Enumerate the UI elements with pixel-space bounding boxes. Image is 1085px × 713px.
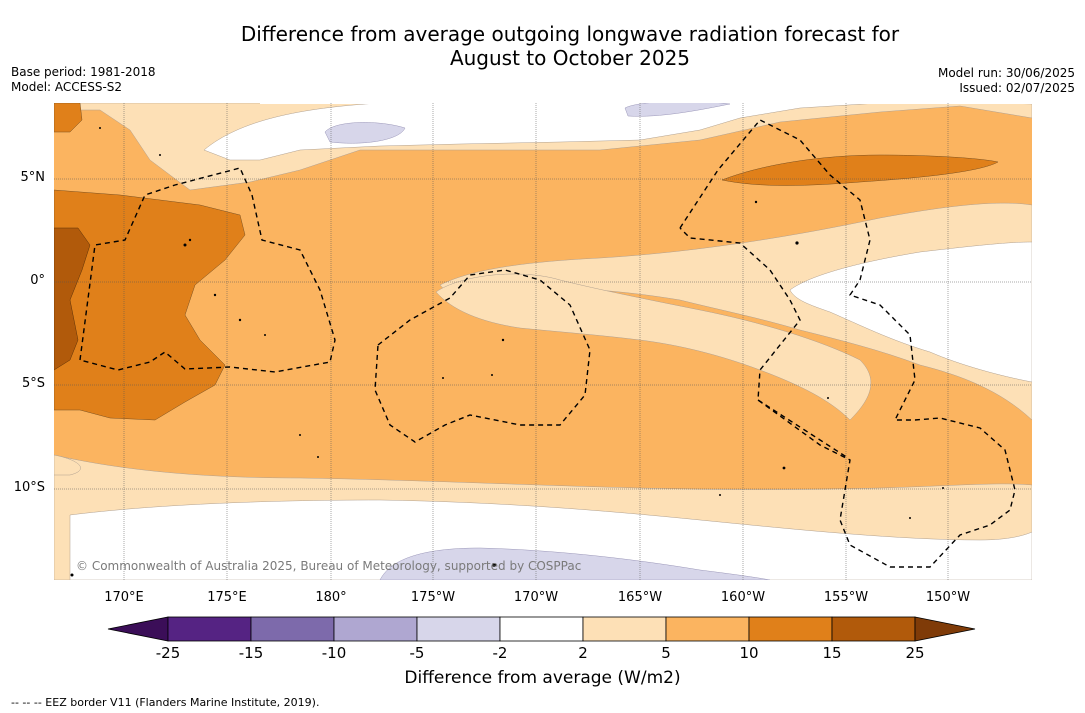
island [70,573,74,577]
x-tick-label: 150°W [925,590,971,605]
x-tick-label: 175°W [410,590,456,605]
island [795,241,799,245]
island [491,374,493,376]
island [942,487,944,489]
colorbar-title: Difference from average (W/m2) [404,668,681,688]
x-tick-label: 175°E [207,590,247,605]
colorbar-tick-label: 5 [661,644,671,662]
island [264,334,266,336]
field-west-nw-10-15 [54,103,83,133]
island [754,200,758,204]
colorbar-tick-label: -15 [238,644,264,662]
x-tick-label: 160°W [720,590,766,605]
meta-right: Model run: 30/06/2025 Issued: 02/07/2025 [938,66,1075,96]
field-central-2-5 [435,273,871,421]
colorbar-segment [416,616,501,642]
field-south-west-2-5 [54,454,81,476]
island [492,563,496,567]
eez-border-phoenix [374,269,591,443]
island [213,293,217,297]
field-neg-2-5-north-a [324,122,406,144]
colorbar-tick-label: -25 [155,644,181,662]
island [782,466,786,470]
colorbar-tick-label: -10 [321,644,347,662]
colorbar-tick-label: 2 [578,644,588,662]
colorbar-segment [582,616,667,642]
field-neg-2-5-south [379,547,771,580]
colorbar-segment [250,616,335,642]
colorbar-segment [831,616,916,642]
colorbar-segment [167,616,252,642]
colorbar-tick-label: 10 [739,644,759,662]
island [99,127,101,129]
colorbar-tick-label: 15 [822,644,842,662]
island [238,318,242,322]
colorbar-tick-label: 25 [905,644,925,662]
x-tick-label: 170°E [104,590,144,605]
field-west-15-25 [54,227,91,371]
colorbar-tick-label: -5 [409,644,425,662]
map-title: Difference from average outgoing longwav… [0,22,1085,70]
field-east-white [789,241,1032,383]
field-west-10-15 [54,189,246,421]
field-neg-2-5-north-b [624,103,731,117]
y-tick-label: 0° [30,273,45,288]
island [501,338,505,342]
island [442,377,444,379]
field-south-white [69,499,1032,580]
x-tick-label: 155°W [823,590,869,605]
y-tick-label: 10°S [13,480,45,495]
eez-footnote: -- -- -- EEZ border V11 (Flanders Marine… [11,696,320,709]
y-tick-label: 5°N [20,170,46,185]
copyright-credit: © Commonwealth of Australia 2025, Bureau… [76,559,582,573]
model-name: Model: ACCESS-S2 [11,80,123,94]
colorbar-segment [665,616,750,642]
field-ne-10-15 [721,154,999,186]
colorbar-segment [499,616,584,642]
base-period: Base period: 1981-2018 [11,65,156,79]
colorbar-segment [333,616,418,642]
island [827,397,829,399]
colorbar [107,616,976,642]
x-tick-label: 170°W [513,590,559,605]
colorbar-extend-low [107,616,169,642]
model-run: Model run: 30/06/2025 [937,66,1075,80]
x-tick-label: 180° [315,590,347,605]
island [299,434,301,436]
title-line-2: August to October 2025 [449,46,691,70]
eez-borders [79,119,1016,568]
y-tick-label: 5°S [21,376,45,391]
issued-date: Issued: 02/07/2025 [959,81,1075,95]
colorbar-segment [748,616,833,642]
title-line-1: Difference from average outgoing longwav… [240,22,900,46]
island [719,494,721,496]
islands [70,127,944,577]
island [909,517,911,519]
island [159,154,161,156]
island [188,238,192,242]
map-fields [54,103,1032,580]
island [183,243,187,247]
eez-border-kiribati-gilbert [79,167,336,373]
island [317,456,319,458]
colorbar-extend-high [914,616,976,642]
x-tick-label: 165°W [617,590,663,605]
colorbar-tick-label: -2 [492,644,508,662]
eez-border-line-islands [679,119,1016,568]
meta-left: Base period: 1981-2018 Model: ACCESS-S2 [11,65,156,95]
